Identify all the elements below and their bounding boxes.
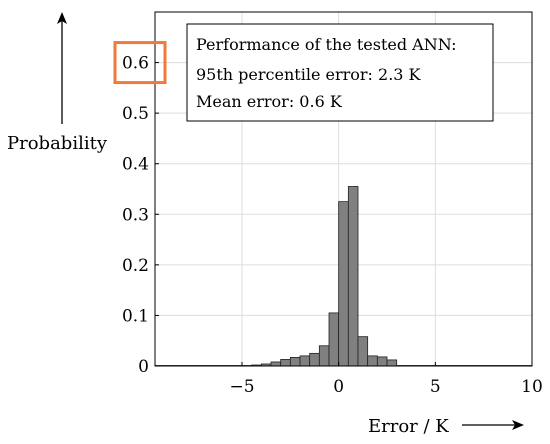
x-tick-label-2: 5 (430, 377, 441, 397)
bar-4 (280, 359, 291, 367)
bar-14 (376, 356, 388, 367)
y-axis-arrow-head (57, 12, 67, 24)
x-tick-label-1: 0 (333, 377, 344, 397)
y-tick-label-1: 0.1 (122, 306, 149, 326)
x-tick-label-0: −5 (229, 377, 254, 397)
y-tick-labels: 0 0.1 0.2 0.3 0.4 0.5 0.6 (122, 54, 159, 377)
plot-frame (154, 11, 533, 367)
y-axis-title: Probability (7, 133, 108, 154)
annotation-box: Performance of the tested ANN: 95th perc… (186, 23, 494, 122)
x-axis-title-group: Error / K (368, 416, 524, 437)
y-tick-label-0: 0 (138, 357, 149, 377)
histogram-bars (154, 186, 533, 367)
y-tick-label-3: 0.3 (122, 205, 149, 225)
x-axis-arrow-head (512, 420, 524, 430)
x-tick-labels: −5 0 5 10 (229, 362, 543, 397)
bar-10 (338, 201, 349, 367)
bar-13 (367, 355, 378, 367)
annotation-frame (186, 23, 494, 122)
annotation-line-percentile: 95th percentile error: 2.3 K (196, 65, 422, 84)
y-tick-label-5: 0.5 (122, 104, 149, 124)
x-tick-label-3: 10 (521, 377, 543, 397)
bar-6 (299, 355, 311, 367)
bar-12 (357, 336, 369, 367)
bar-9 (328, 312, 340, 367)
y-tick-label-2: 0.2 (122, 256, 149, 276)
annotation-line-mean: Mean error: 0.6 K (196, 92, 343, 111)
bar-5 (289, 357, 301, 367)
bar-7 (309, 352, 320, 367)
y-axis-title-group: Probability (7, 12, 108, 154)
y-tick-label-6: 0.6 (122, 54, 149, 74)
annotation-line-title: Performance of the tested ANN: (196, 35, 457, 54)
bar-15 (386, 359, 398, 367)
x-axis-title: Error / K (368, 416, 449, 437)
highlight-box (113, 41, 167, 85)
y-tick-label-4: 0.4 (122, 155, 149, 175)
bar-3 (270, 361, 282, 367)
bar-11 (347, 186, 359, 367)
bar-8 (318, 345, 330, 367)
